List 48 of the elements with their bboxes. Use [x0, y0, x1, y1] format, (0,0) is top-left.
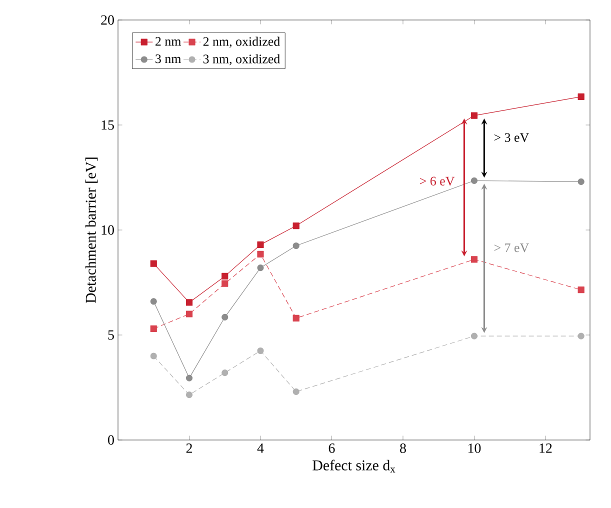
annotation: > 3 eV — [494, 133, 529, 142]
x-tick-label: 2 — [186, 444, 192, 453]
x-tick-label: 8 — [400, 444, 406, 453]
point — [578, 332, 584, 340]
legend-label: 2 nm, oxidized — [203, 36, 280, 48]
point — [292, 242, 300, 250]
point — [470, 177, 478, 184]
point — [470, 112, 478, 119]
x-tick-label: 6 — [328, 444, 335, 453]
point — [292, 388, 300, 395]
x-tick-label: 12 — [540, 444, 552, 453]
annotation: > 7 eV — [494, 244, 529, 252]
point — [186, 374, 193, 382]
point — [222, 272, 228, 280]
point — [150, 325, 157, 332]
point — [257, 250, 264, 258]
point — [150, 298, 157, 305]
x-tick-label: 10 — [468, 444, 481, 453]
point — [222, 280, 228, 287]
point — [222, 370, 228, 376]
legend-label: 3 nm, oxidized — [203, 54, 280, 66]
legend-label: 2 nm — [156, 36, 182, 46]
annotation: > 6 eV — [420, 176, 455, 186]
y-tick-label: 0 — [108, 435, 114, 445]
point — [578, 286, 584, 294]
point — [150, 352, 157, 360]
point — [578, 178, 584, 185]
point — [257, 241, 264, 248]
point — [292, 314, 300, 322]
point — [186, 392, 193, 398]
point — [257, 264, 264, 272]
y-tick-label: 5 — [108, 330, 114, 340]
legend-label: 3 nm — [156, 54, 182, 64]
point — [470, 332, 478, 340]
point — [257, 347, 264, 354]
x-tick-label: 4 — [257, 444, 264, 453]
point — [578, 93, 584, 100]
point — [292, 222, 300, 230]
y-tick-label: 15 — [102, 120, 114, 130]
point — [186, 299, 193, 306]
point — [186, 310, 193, 318]
y-tick-label: 10 — [102, 225, 114, 235]
x-axis-title: Defect size d$_{x}$ — [312, 460, 396, 472]
point — [470, 256, 478, 263]
y-tick-label: 20 — [101, 15, 114, 25]
point — [222, 314, 228, 320]
point — [150, 260, 157, 267]
y-axis-title: Detachment barrier [eV] — [85, 158, 98, 303]
